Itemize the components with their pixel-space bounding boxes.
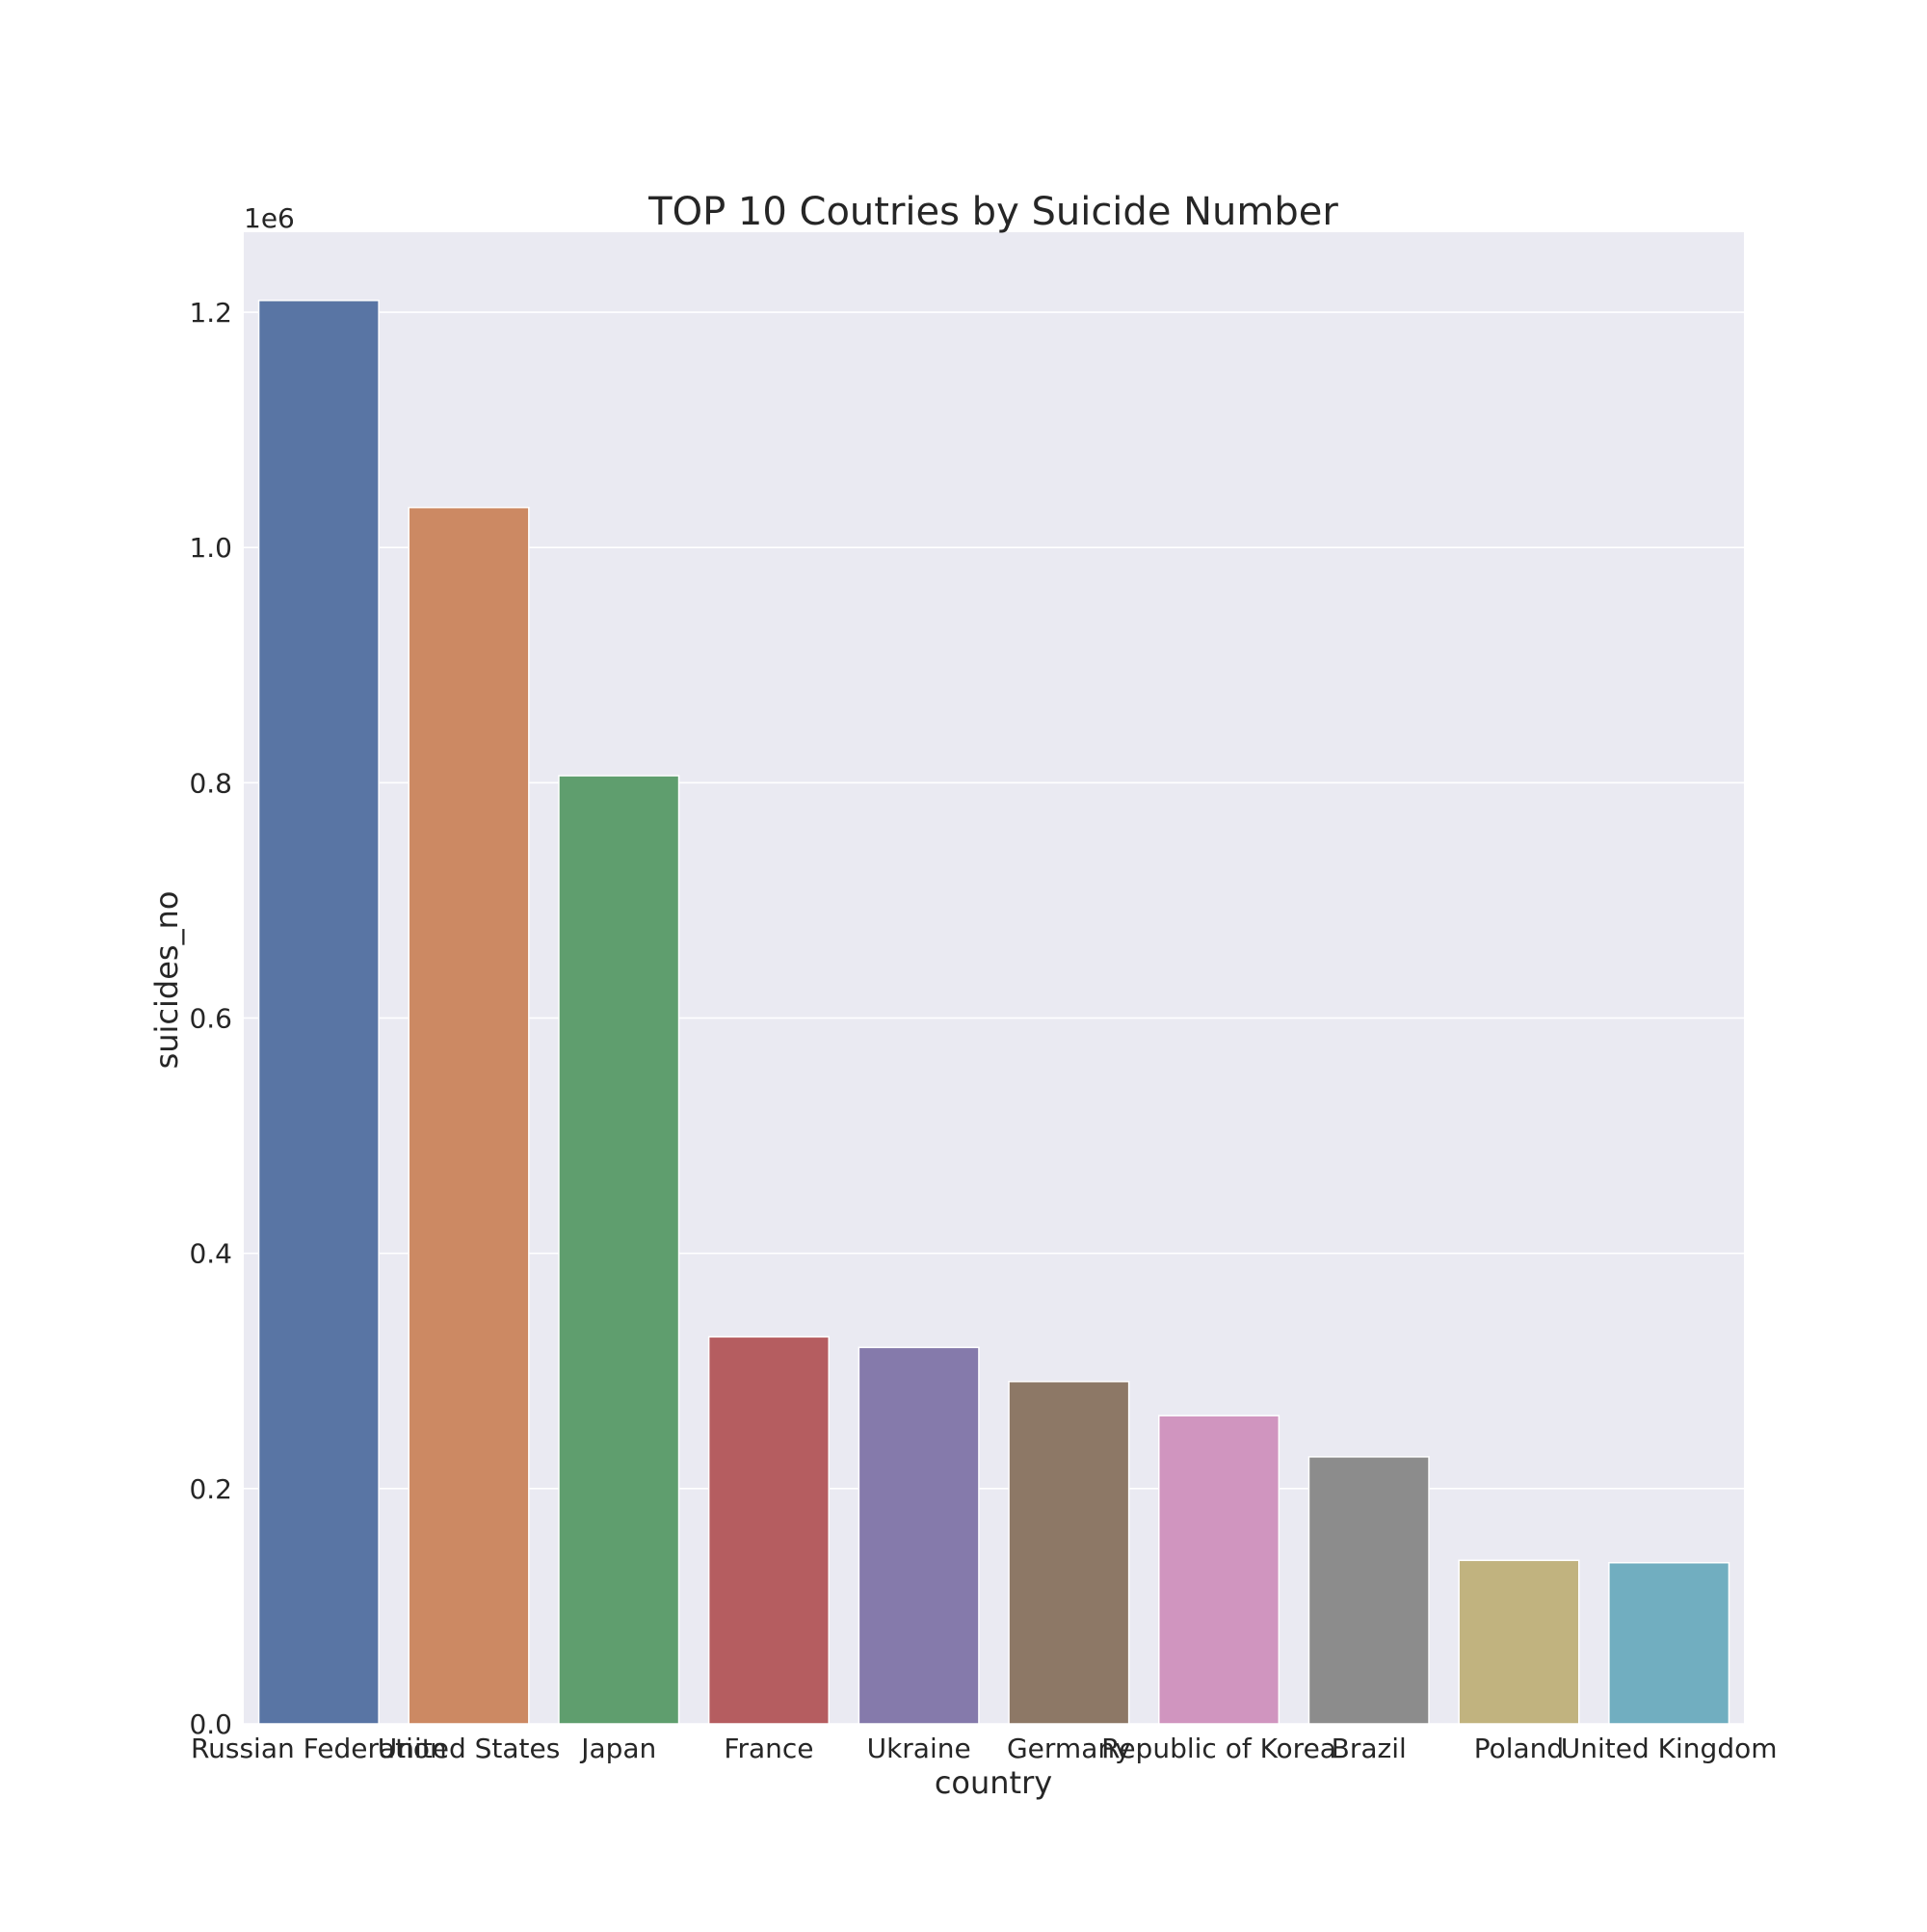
x-tick-label: Japan bbox=[579, 1733, 656, 1764]
chart-title: TOP 10 Coutries by Suicide Number bbox=[647, 190, 1338, 234]
x-tick-label: Ukraine bbox=[867, 1733, 971, 1764]
bar bbox=[707, 1336, 830, 1725]
y-tick-label: 0.4 bbox=[189, 1238, 232, 1270]
x-tick-label: Poland bbox=[1474, 1733, 1564, 1764]
x-tick-label: Germany bbox=[1007, 1733, 1131, 1764]
x-tick-label: Russian Federation bbox=[191, 1733, 447, 1764]
x-tick-label: United Kingdom bbox=[1561, 1733, 1778, 1764]
y-offset-label: 1e6 bbox=[244, 202, 295, 234]
bar bbox=[1307, 1456, 1430, 1725]
y-axis-label: suicides_no bbox=[148, 891, 185, 1070]
bar bbox=[257, 300, 380, 1725]
bar bbox=[408, 506, 530, 1725]
y-axis-ticks: 0.0 0.2 0.4 0.6 0.8 1.0 1.2 bbox=[189, 297, 232, 1740]
y-tick-label: 0.0 bbox=[189, 1708, 232, 1740]
y-tick-label: 0.6 bbox=[189, 1003, 232, 1035]
bar bbox=[1458, 1559, 1580, 1725]
y-tick-label: 1.2 bbox=[189, 297, 232, 329]
y-tick-label: 0.8 bbox=[189, 767, 232, 799]
bar bbox=[858, 1346, 980, 1725]
x-tick-label: United States bbox=[378, 1733, 561, 1764]
x-tick-label: Republic of Korea bbox=[1101, 1733, 1336, 1764]
y-tick-label: 1.0 bbox=[189, 532, 232, 564]
x-tick-label: France bbox=[724, 1733, 813, 1764]
bar bbox=[1608, 1561, 1730, 1725]
y-tick-label: 0.2 bbox=[189, 1473, 232, 1505]
bar bbox=[1008, 1380, 1130, 1725]
bar bbox=[1158, 1415, 1280, 1725]
x-axis-label: country bbox=[935, 1764, 1052, 1801]
x-tick-label: Brazil bbox=[1332, 1733, 1407, 1764]
bars bbox=[257, 300, 1730, 1725]
bar bbox=[558, 775, 680, 1725]
